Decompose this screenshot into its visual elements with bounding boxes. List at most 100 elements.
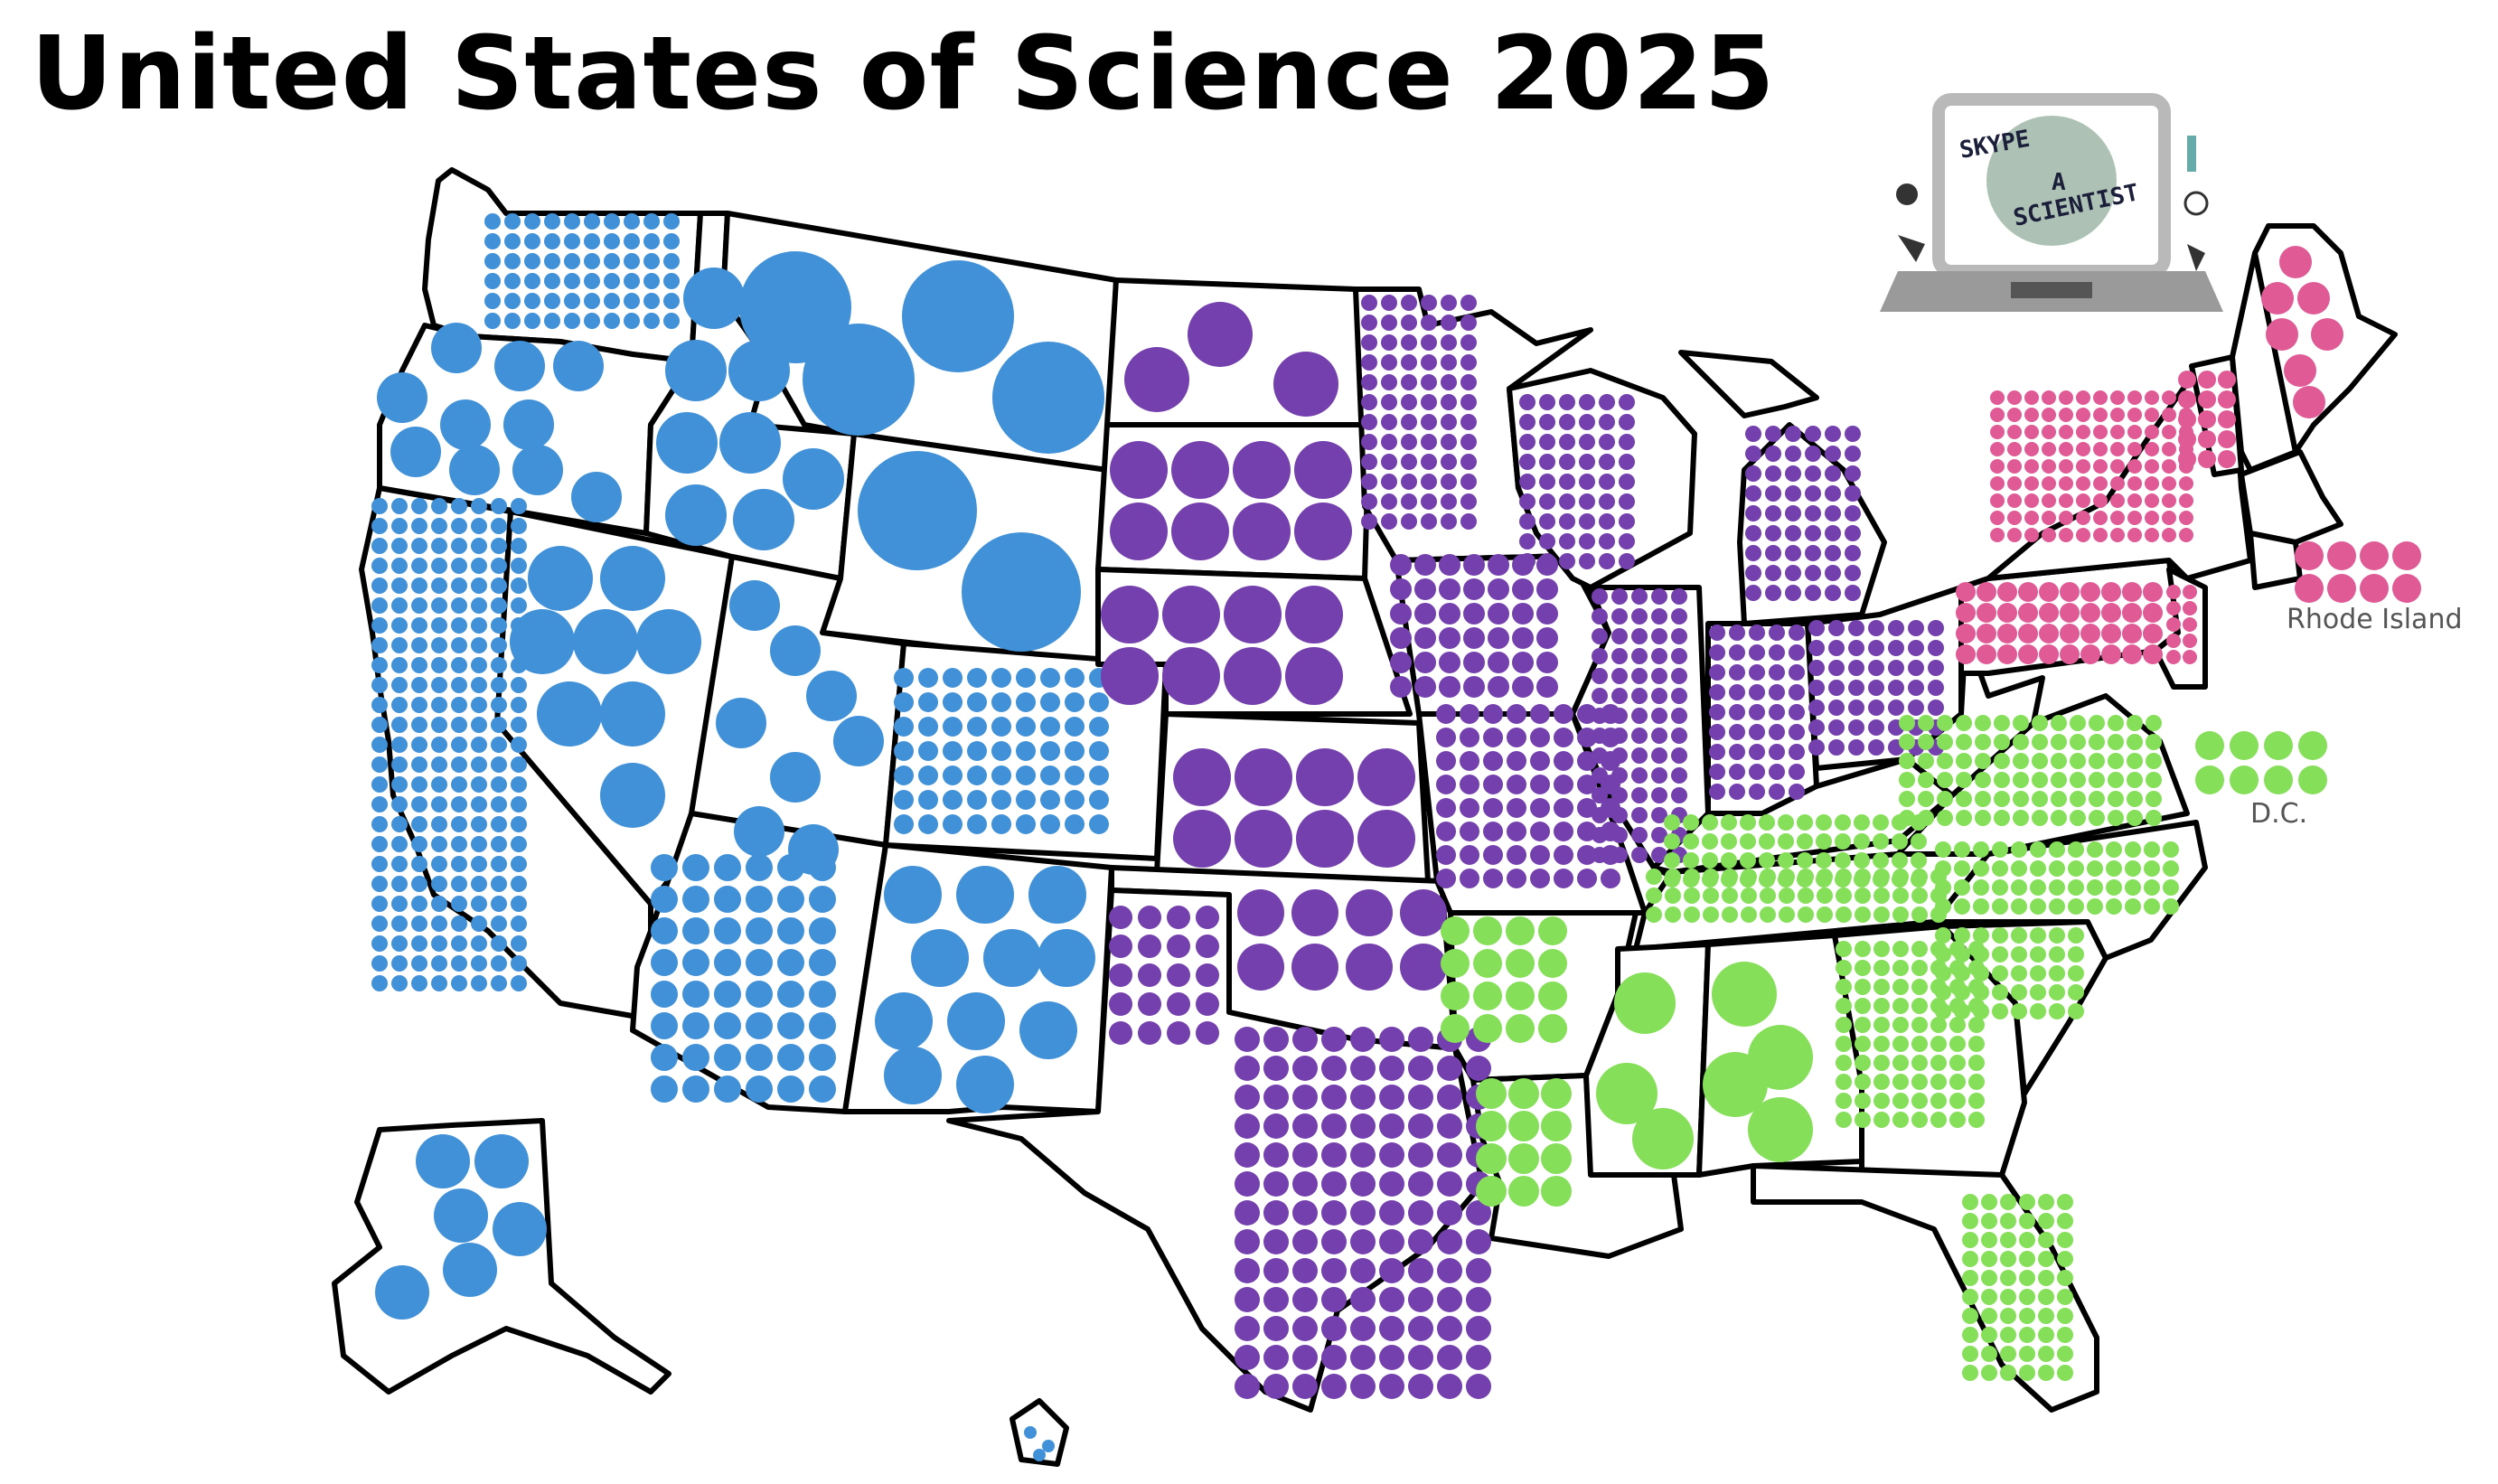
- dot-tennessee: [1646, 888, 1662, 904]
- dot-illinois: [1611, 708, 1628, 724]
- dot-new-york: [2179, 476, 2193, 491]
- dot-illinois: [1651, 807, 1667, 823]
- dot-california: [451, 935, 467, 952]
- dot-illinois: [1651, 747, 1667, 764]
- dot-arizona: [682, 949, 709, 976]
- dot-georgia: [1836, 1093, 1852, 1109]
- dot-new-york: [2110, 528, 2125, 542]
- dot-rhode-island: [2360, 574, 2389, 603]
- dot-washington: [604, 253, 620, 269]
- dot-kentucky: [1759, 852, 1775, 869]
- dot-georgia: [1836, 979, 1852, 995]
- dot-colorado: [1065, 692, 1085, 712]
- leaf-icon: [2187, 244, 2205, 271]
- dot-missouri: [1460, 775, 1479, 794]
- dot-pennsylvania: [2122, 603, 2142, 623]
- dot-california: [491, 498, 507, 514]
- dot-texas-east: [1350, 1200, 1376, 1226]
- dot-ohio: [1848, 640, 1864, 656]
- dot-texas-east: [1437, 1229, 1462, 1254]
- dot-florida: [2057, 1232, 2073, 1248]
- dot-minnesota: [1421, 374, 1437, 390]
- dot-california: [451, 975, 467, 991]
- dot-texas-east: [1263, 1229, 1289, 1254]
- dot-new-york: [2127, 459, 2142, 474]
- dot-minnesota: [1460, 394, 1477, 410]
- dot-arizona: [746, 1012, 773, 1039]
- dot-illinois: [1671, 688, 1687, 704]
- dot-new-york: [2145, 459, 2159, 474]
- dot-tennessee: [1817, 869, 1833, 885]
- dot-tennessee: [1684, 888, 1700, 904]
- dot-minnesota: [1421, 414, 1437, 430]
- dot-virginia: [1937, 810, 1953, 826]
- dot-new-york: [2059, 390, 2073, 405]
- dot-california: [431, 975, 447, 991]
- dot-florida: [1962, 1194, 1978, 1210]
- dot-texas-east: [1350, 1085, 1376, 1110]
- dot-georgia: [1930, 1036, 1947, 1052]
- dot-texas: [1138, 963, 1161, 987]
- dot-new-york: [2007, 528, 2022, 542]
- dot-missouri: [1460, 869, 1479, 888]
- dot-pennsylvania: [1956, 603, 1976, 623]
- dot-illinois: [1671, 747, 1687, 764]
- dot-tennessee: [1665, 888, 1681, 904]
- dot-texas-east: [1321, 1056, 1347, 1081]
- dot-minnesota: [1460, 354, 1477, 371]
- dot-north-carolina: [2125, 860, 2141, 877]
- dot-wisconsin: [1579, 474, 1595, 490]
- dot-texas-east: [1350, 1287, 1376, 1312]
- dot-california: [411, 955, 427, 972]
- dot-colorado: [1065, 814, 1085, 834]
- dot-texas-east: [1321, 1345, 1347, 1370]
- dot-maine: [2293, 386, 2325, 418]
- dot-north-carolina: [2125, 841, 2141, 858]
- dot-virginia: [2032, 715, 2048, 731]
- dot-utah: [729, 580, 780, 631]
- dot-south-carolina: [2011, 984, 2027, 1000]
- dot-california: [471, 916, 487, 932]
- dot-new-york: [2093, 511, 2108, 525]
- dot-washington: [624, 273, 640, 289]
- dot-tennessee: [1722, 869, 1738, 885]
- dot-alaska: [416, 1134, 470, 1188]
- dot-indiana: [1789, 724, 1805, 740]
- dot-minnesota: [1361, 434, 1377, 450]
- dot-indiana: [1789, 704, 1805, 720]
- dot-washington: [544, 293, 560, 309]
- dot-minnesota: [1460, 513, 1477, 530]
- dot-michigan: [1745, 565, 1761, 581]
- dot-new-york: [2007, 476, 2022, 491]
- dot-georgia: [1855, 979, 1871, 995]
- dot-pennsylvania: [2101, 644, 2121, 664]
- dot-california: [431, 717, 447, 733]
- dot-north-carolina: [1954, 879, 1970, 896]
- dot-colorado: [1016, 717, 1036, 737]
- dot-ohio: [1868, 680, 1884, 696]
- dot-california: [391, 657, 408, 673]
- dot-texas: [1196, 935, 1219, 958]
- dot-wisconsin: [1559, 513, 1575, 530]
- dot-virginia: [2051, 810, 2067, 826]
- dot-ohio: [1808, 700, 1825, 716]
- dot-california: [471, 816, 487, 832]
- dot-california: [491, 677, 507, 693]
- dot-south-carolina: [2068, 965, 2084, 982]
- dot-michigan: [1765, 565, 1781, 581]
- dot-california: [371, 876, 388, 892]
- dot-california: [431, 657, 447, 673]
- dot-texas-east: [1466, 1316, 1491, 1341]
- state-alaska[interactable]: [332, 1118, 671, 1395]
- state-connecticut[interactable]: [2248, 531, 2303, 590]
- dot-south-carolina: [1992, 1003, 2008, 1019]
- dot-north-carolina: [2163, 898, 2179, 915]
- dot-florida: [2057, 1289, 2073, 1305]
- dot-new-york: [2059, 511, 2073, 525]
- dot-washington: [564, 253, 580, 269]
- dot-missouri: [1483, 775, 1503, 794]
- dot-indiana: [1729, 625, 1745, 641]
- dot-florida: [1962, 1232, 1978, 1248]
- dot-arizona: [777, 1075, 804, 1103]
- dot-north-carolina: [2106, 841, 2122, 858]
